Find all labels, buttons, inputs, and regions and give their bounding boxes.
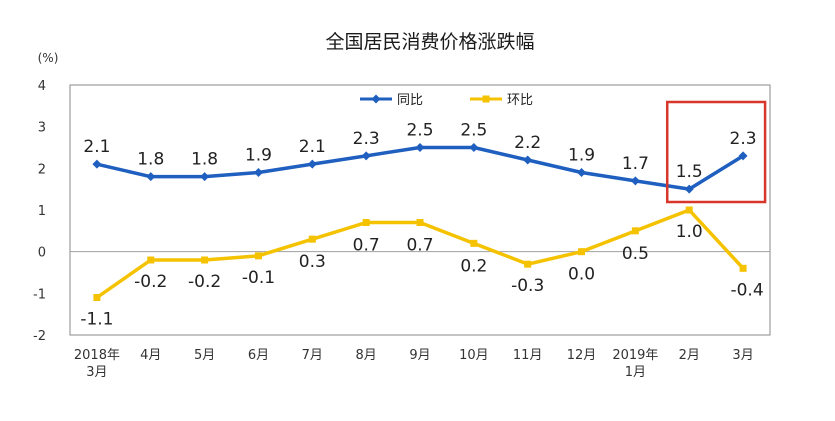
data-label: -0.2 — [134, 272, 167, 292]
data-label: 1.0 — [676, 222, 703, 242]
data-label: 0.0 — [568, 265, 595, 285]
data-label: 2.2 — [514, 133, 541, 153]
x-tick-label: 9月 — [409, 348, 430, 363]
data-point — [470, 239, 478, 247]
legend-marker — [371, 94, 381, 104]
data-point — [253, 168, 263, 177]
data-point — [577, 168, 587, 177]
highlight-box — [665, 100, 767, 204]
data-point — [416, 219, 424, 226]
data-label: 2.3 — [353, 129, 380, 149]
data-label: 1.8 — [191, 150, 218, 170]
data-point — [201, 256, 209, 264]
chart-title: 全国居民消费价格涨跌幅 — [325, 31, 534, 53]
x-tick-label: 2019年 — [612, 348, 658, 363]
data-point — [146, 172, 156, 182]
data-label: 1.9 — [568, 146, 595, 166]
data-point — [469, 143, 479, 152]
plot-area: 4 3 2 1 0 -1 -2 2018年 3月 4月 5月 6月 7月 8月 9月 10月 11月 12月 201… — [33, 79, 771, 380]
data-point — [524, 260, 532, 268]
data-label: 0.7 — [353, 236, 380, 256]
x-tick-label: 7月 — [302, 348, 323, 363]
data-label: 2.1 — [83, 137, 110, 157]
data-label: -0.1 — [242, 268, 275, 288]
legend-label: 环比 — [507, 93, 533, 108]
data-label: 2.3 — [730, 129, 757, 149]
data-label: -1.1 — [80, 310, 113, 330]
legend-label: 同比 — [397, 93, 423, 108]
data-point — [92, 159, 102, 169]
y-tick-label: -2 — [33, 329, 46, 344]
x-tick-label: 5月 — [194, 348, 215, 363]
x-tick-label: 6月 — [248, 348, 269, 363]
data-point — [362, 219, 370, 226]
x-tick-label: 3月 — [732, 348, 753, 363]
y-tick-label: 1 — [38, 204, 46, 219]
data-label: -0.4 — [730, 280, 763, 300]
data-point — [93, 294, 101, 301]
data-label: 2.5 — [460, 121, 487, 141]
legend-marker — [482, 95, 490, 103]
x-tick-label: 11月 — [513, 348, 543, 363]
data-label: 0.7 — [406, 236, 433, 256]
y-tick-label: 0 — [38, 246, 46, 261]
y-unit-label: (%) — [38, 51, 59, 65]
data-point — [254, 252, 262, 260]
x-tick-label: 12月 — [567, 348, 597, 363]
data-point — [308, 235, 316, 243]
data-point — [361, 151, 371, 161]
x-tick-label: 2018年 — [74, 348, 120, 363]
data-label: -0.2 — [188, 272, 221, 292]
data-label: 1.7 — [622, 154, 649, 174]
y-tick-label: 4 — [38, 79, 46, 94]
data-label: 0.5 — [622, 244, 649, 264]
x-tick-label: 10月 — [459, 348, 489, 363]
data-point — [738, 151, 748, 161]
data-label: 2.1 — [299, 137, 326, 157]
data-label: 0.2 — [460, 256, 487, 276]
data-point — [147, 256, 155, 264]
data-label: 1.5 — [676, 162, 703, 182]
x-tick-label: 1月 — [625, 365, 646, 380]
x-tick-label: 4月 — [140, 348, 161, 363]
data-label: 2.5 — [406, 121, 433, 141]
data-point — [200, 172, 210, 182]
y-tick-label: 3 — [38, 121, 46, 136]
data-point — [631, 227, 639, 235]
y-tick-label: 2 — [38, 162, 46, 177]
data-point — [307, 159, 317, 169]
data-point — [523, 155, 533, 165]
data-label: -0.3 — [511, 276, 544, 296]
data-point — [630, 176, 640, 186]
data-label: 1.8 — [137, 150, 164, 170]
data-label: 0.3 — [299, 252, 326, 272]
x-tick-label: 3月 — [86, 365, 107, 380]
data-label: 1.9 — [245, 146, 272, 166]
data-point — [739, 264, 747, 272]
data-point — [578, 248, 586, 256]
x-tick-label: 8月 — [356, 348, 377, 363]
y-tick-label: -1 — [33, 287, 46, 302]
data-point — [684, 184, 694, 194]
data-point — [415, 143, 425, 152]
plot-frame — [69, 84, 771, 336]
x-tick-label: 2月 — [679, 348, 700, 363]
data-point — [685, 206, 693, 214]
